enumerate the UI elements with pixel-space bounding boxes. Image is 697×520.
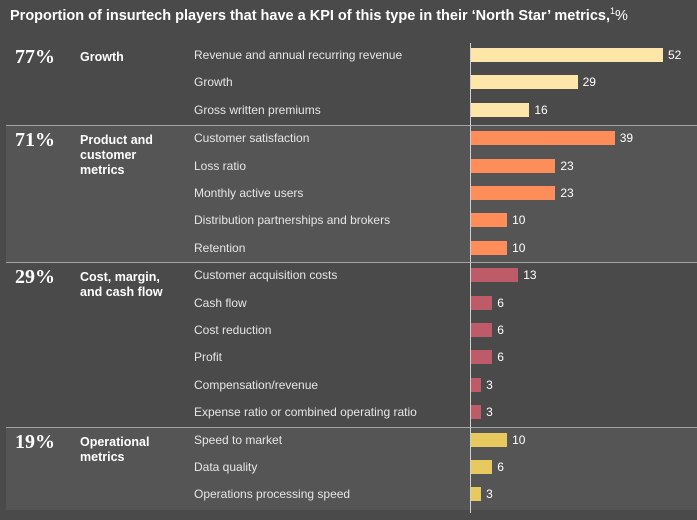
- bar: [470, 75, 578, 90]
- bar: [470, 322, 493, 337]
- bar: [470, 350, 493, 365]
- bar-row: Retention 10: [6, 236, 697, 263]
- bar-row: Data quality 6: [6, 455, 697, 482]
- category-label: Compensation/revenue: [194, 377, 319, 392]
- bar-row: Compensation/revenue 3: [6, 373, 697, 400]
- bar: [470, 268, 519, 283]
- value-label: 23: [560, 185, 574, 200]
- group-name: Growth: [80, 50, 124, 64]
- group-2: 29% Cost, margin, and cash flow Customer a…: [6, 262, 697, 427]
- bar-row: Gross written premiums 16: [6, 98, 697, 125]
- bar-axis-line: [470, 43, 471, 513]
- value-label: 3: [486, 405, 493, 420]
- bar-row: Loss ratio 23: [6, 154, 697, 181]
- bar-row: Distribution partnerships and brokers 10: [6, 208, 697, 235]
- value-label: 3: [486, 377, 493, 392]
- chart-title: Proportion of insurtech players that hav…: [10, 6, 628, 24]
- bar: [470, 459, 493, 474]
- value-label: 16: [534, 102, 548, 117]
- bar: [470, 131, 615, 146]
- category-label: Data quality: [194, 459, 258, 474]
- value-label: 10: [512, 213, 526, 228]
- bar: [470, 48, 663, 62]
- group-0: 77% Growth Revenue and annual recurring re…: [6, 43, 697, 125]
- group-3: 19% Operational metrics Speed to market 10 D…: [6, 426, 697, 510]
- bar: [470, 405, 482, 420]
- group-1: 71% Product and customer metrics Customer …: [6, 125, 697, 264]
- bar: [470, 213, 508, 228]
- bar: [470, 102, 530, 117]
- bar-row: Growth 29: [6, 70, 697, 97]
- group-name: Operational metrics: [80, 434, 150, 464]
- value-label: 6: [497, 295, 504, 310]
- value-label: 6: [497, 350, 504, 365]
- bar-row: Operations processing speed 3: [6, 482, 697, 509]
- category-label: Loss ratio: [194, 158, 247, 173]
- group-share: 29%: [15, 266, 55, 289]
- category-label: Cash flow: [194, 295, 247, 310]
- bar-row: Cost reduction 6: [6, 318, 697, 345]
- bar: [470, 432, 508, 447]
- category-label: Monthly active users: [194, 185, 304, 200]
- value-label: 10: [512, 240, 526, 255]
- category-label: Retention: [194, 240, 246, 255]
- category-label: Expense ratio or combined operating rati…: [194, 405, 417, 420]
- bar-row: Monthly active users 23: [6, 181, 697, 208]
- category-label: Operations processing speed: [194, 487, 351, 502]
- category-label: Customer acquisition costs: [194, 268, 338, 283]
- value-label: 13: [523, 268, 537, 283]
- bar: [470, 487, 482, 502]
- value-label: 29: [582, 75, 596, 90]
- value-label: 10: [512, 432, 526, 447]
- bar-row: Expense ratio or combined operating rati…: [6, 400, 697, 427]
- category-label: Gross written premiums: [194, 102, 321, 117]
- bar: [470, 158, 556, 173]
- bar: [470, 295, 493, 310]
- bar: [470, 240, 508, 255]
- category-label: Speed to market: [194, 432, 283, 447]
- value-label: 6: [497, 322, 504, 337]
- bar-row: Revenue and annual recurring revenue 52: [6, 43, 697, 70]
- category-label: Cost reduction: [194, 322, 272, 337]
- group-share: 77%: [15, 46, 55, 68]
- value-label: 3: [486, 487, 493, 502]
- group-name: Product and customer metrics: [80, 133, 153, 178]
- bar-row: Customer satisfaction 39: [6, 126, 697, 153]
- bar: [470, 185, 556, 200]
- group-share: 71%: [15, 129, 55, 152]
- bar-row: Profit 6: [6, 345, 697, 372]
- category-label: Profit: [194, 350, 223, 365]
- group-name: Cost, margin, and cash flow: [80, 270, 163, 300]
- category-label: Revenue and annual recurring revenue: [194, 48, 403, 62]
- bar: [470, 377, 482, 392]
- value-label: 23: [560, 158, 574, 173]
- bar-row: Customer acquisition costs 13: [6, 263, 697, 290]
- value-label: 39: [619, 131, 634, 146]
- bar-row: Cash flow 6: [6, 291, 697, 318]
- category-label: Growth: [194, 75, 233, 90]
- value-label: 6: [497, 459, 504, 474]
- value-label: 52: [668, 48, 682, 62]
- group-share: 19%: [15, 430, 55, 453]
- bar-row: Speed to market 10: [6, 428, 697, 455]
- category-label: Customer satisfaction: [194, 131, 310, 146]
- category-label: Distribution partnerships and brokers: [194, 213, 391, 228]
